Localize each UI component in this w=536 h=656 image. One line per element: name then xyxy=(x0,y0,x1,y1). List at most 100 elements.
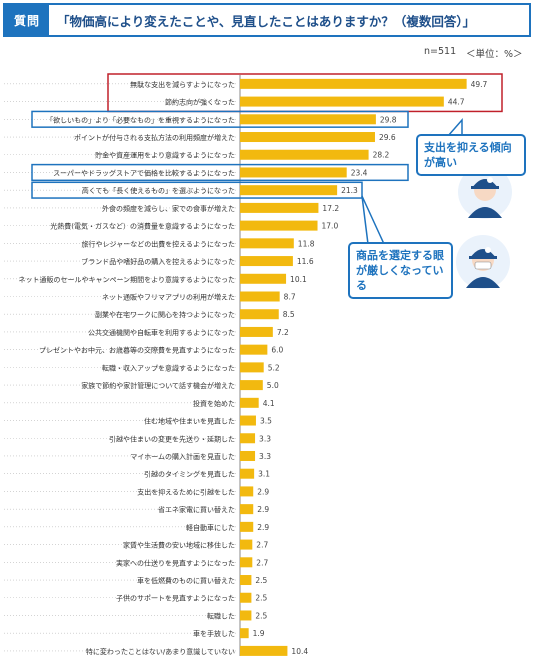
value-label: 10.1 xyxy=(290,275,307,284)
value-label: 29.8 xyxy=(380,115,397,124)
category-label: プレゼントやお中元、お歳暮等の交際費を見直すようになった xyxy=(39,346,235,355)
category-label: 旅行やレジャーなどの出費を控えるようになった xyxy=(82,239,235,248)
bar xyxy=(240,557,253,568)
category-label: スーパーやドラッグストアで価格を比較するようになった xyxy=(53,168,235,177)
category-label: ネット通販のセールやキャンペーン期間をより意識するようになった xyxy=(18,275,235,284)
highlight-box-blue xyxy=(31,181,363,199)
value-label: 6.0 xyxy=(271,346,283,355)
value-label: 11.8 xyxy=(298,239,315,248)
callout-pointer xyxy=(361,195,386,245)
value-label: 44.7 xyxy=(448,98,465,107)
category-label: 家族で節約や家計管理について話す機会が増えた xyxy=(81,381,235,390)
unit-label: ＜単位：%＞ xyxy=(466,49,523,60)
bar xyxy=(240,628,249,639)
value-label: 29.6 xyxy=(379,133,396,142)
bar xyxy=(240,380,263,391)
category-label: 実家への仕送りを見直すようになった xyxy=(116,558,235,567)
category-label: 省エネ家電に買い替えた xyxy=(158,505,235,514)
category-label: 光熱費(電気・ガスなど）の消費量を意識するようになった xyxy=(50,222,235,231)
bar xyxy=(240,185,338,196)
value-label: 28.2 xyxy=(373,151,390,160)
value-label: 21.3 xyxy=(341,186,358,195)
category-label: 引越のタイミングを見直した xyxy=(144,470,235,479)
bar xyxy=(240,309,279,320)
value-label: 10.4 xyxy=(291,647,308,656)
value-label: 2.5 xyxy=(255,611,267,620)
category-label: ネット通販やフリマアプリの利用が増えた xyxy=(102,293,235,302)
value-label: 17.2 xyxy=(322,204,339,213)
bar xyxy=(240,326,273,337)
category-label: ポイントが付与される支払方法の利用頻度が増えた xyxy=(74,133,235,142)
bar xyxy=(240,433,256,444)
value-label: 49.7 xyxy=(471,80,488,89)
bar xyxy=(240,468,255,479)
bar xyxy=(240,273,287,284)
callout-spending: 支出を抑える傾向が高い xyxy=(416,134,526,176)
bar xyxy=(240,344,268,355)
category-label: 高くても「長く使えるもの」を選ぶようになった xyxy=(82,186,235,195)
bar xyxy=(240,592,252,603)
question-header: 質問 「物価高により変えたことや、見直したことはありますか？（複数回答）」 xyxy=(3,3,531,37)
value-label: 2.5 xyxy=(255,594,267,603)
bar xyxy=(240,202,319,213)
person-mascot-icon xyxy=(456,235,510,289)
category-label: 軽自動車にした xyxy=(186,523,235,532)
value-label: 4.1 xyxy=(263,399,275,408)
bar xyxy=(240,415,256,426)
value-label: 2.5 xyxy=(255,576,267,585)
bar xyxy=(240,132,375,143)
value-label: 17.0 xyxy=(322,222,339,231)
value-label: 2.9 xyxy=(257,487,269,496)
sample-size: n=511 xyxy=(424,46,457,57)
bar xyxy=(240,397,259,408)
value-label: 11.6 xyxy=(297,257,314,266)
category-label: 引越や住まいの変更を先送り・延期した xyxy=(109,434,235,443)
bar xyxy=(240,486,254,497)
value-label: 8.7 xyxy=(284,293,296,302)
person-mascot-icon xyxy=(458,165,512,219)
category-label: 外食の頻度を減らし、家での食事が増えた xyxy=(102,204,235,213)
value-label: 3.1 xyxy=(258,470,270,479)
bar xyxy=(240,504,254,515)
category-label: 支出を抑えるために引越をした xyxy=(137,487,235,496)
category-label: 転職・収入アップを意識するようになった xyxy=(102,363,235,372)
category-label: 貯金や資産運用をより意識するようになった xyxy=(95,151,235,160)
question-tag: 質問 xyxy=(5,5,49,35)
bar xyxy=(240,610,252,621)
category-label: マイホームの購入計画を見直した xyxy=(130,452,235,461)
value-label: 2.9 xyxy=(257,523,269,532)
value-label: 2.7 xyxy=(256,558,268,567)
bar xyxy=(240,450,256,461)
category-label: 公共交通機関や自転車を利用するようになった xyxy=(88,328,235,337)
bar xyxy=(240,96,444,107)
highlight-box-blue xyxy=(31,110,409,128)
bar xyxy=(240,645,288,656)
category-label: 子供のサポートを見直すようになった xyxy=(116,594,235,603)
value-label: 7.2 xyxy=(277,328,289,337)
value-label: 8.5 xyxy=(283,310,295,319)
category-label: 無駄な支出を減らすようになった xyxy=(130,80,235,89)
bar xyxy=(240,238,294,249)
bar xyxy=(240,167,347,178)
bar xyxy=(240,362,264,373)
bar xyxy=(240,256,293,267)
value-label: 5.2 xyxy=(268,363,280,372)
category-label: 特に変わったことはない/あまり意識していない xyxy=(86,647,235,656)
category-label: 車を手放した xyxy=(193,629,235,638)
category-label: 住む地域や住まいを見直した xyxy=(144,417,235,426)
value-label: 2.9 xyxy=(257,505,269,514)
bar xyxy=(240,575,252,586)
highlight-box-blue xyxy=(31,163,409,182)
callout-selection: 商品を選定する眼が厳しくなっている xyxy=(348,242,453,299)
bar xyxy=(240,114,376,125)
bar xyxy=(240,291,280,302)
bar xyxy=(240,149,369,160)
question-text: 「物価高により変えたことや、見直したことはありますか？（複数回答）」 xyxy=(57,13,476,29)
category-label: 転職した xyxy=(207,611,235,620)
category-label: 投資を始めた xyxy=(193,399,235,408)
category-label: 副業や在宅ワークに関心を持つようになった xyxy=(95,310,235,319)
bar xyxy=(240,521,254,532)
category-label: ブランド品や嗜好品の購入を控えるようになった xyxy=(81,257,235,266)
